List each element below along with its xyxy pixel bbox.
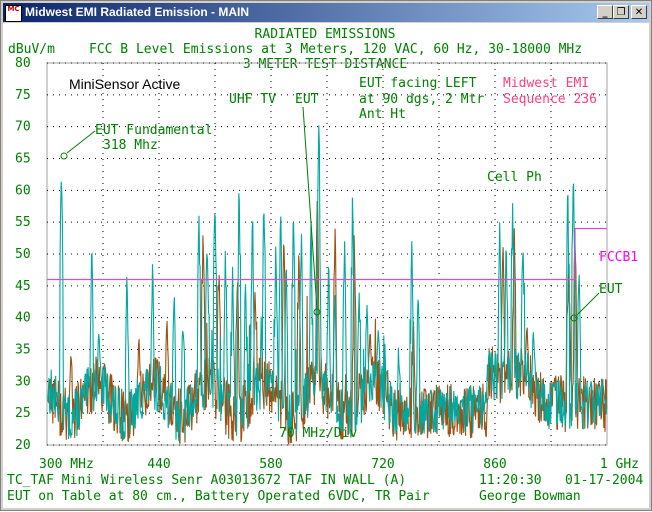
fundamental-pointer [66, 130, 96, 154]
window-title: Midwest EMI Radiated Emission - MAIN [25, 5, 250, 19]
chart-subtitle: FCC B Level Emissions at 3 Meters, 120 V… [89, 42, 582, 57]
y-tick-label: 45 [15, 279, 31, 294]
y-axis-units: dBuV/m [8, 42, 55, 57]
y-tick-label: 40 [15, 311, 31, 326]
y-tick-label: 25 [15, 406, 31, 421]
y-tick-label: 55 [15, 215, 31, 230]
x-tick-label: 580 [259, 457, 282, 472]
x-tick-label: 440 [147, 457, 170, 472]
fundamental-label-line1: EUT Fundamental [95, 123, 212, 138]
sequence-label: Sequence 236 [503, 92, 597, 107]
eut-right-marker [570, 314, 578, 322]
y-tick-label: 20 [15, 438, 31, 453]
y-tick-labels: 80 75 70 65 60 55 50 45 40 35 30 25 20 [15, 56, 31, 453]
uhf-tv-label: UHF TV [229, 92, 276, 107]
x-tick-label: 300 MHz [39, 457, 94, 472]
y-tick-label: 35 [15, 343, 31, 358]
company-label: Midwest EMI [503, 76, 589, 91]
eut-facing-line1: EUT facing LEFT [359, 76, 477, 91]
x-tick-label: 860 [483, 457, 506, 472]
fcc-limit-line [47, 227, 607, 281]
y-tick-label: 30 [15, 374, 31, 389]
eut-right-pointer [576, 292, 600, 316]
y-tick-label: 80 [15, 56, 31, 71]
maximize-button[interactable]: ❐ [613, 5, 629, 19]
close-button[interactable]: ✕ [631, 5, 647, 19]
fundamental-marker [60, 152, 68, 160]
test-distance: 3 METER TEST DISTANCE [243, 57, 407, 72]
minisensor-label: MiniSensor Active [69, 76, 180, 92]
eut-facing-line3: Ant Ht [359, 107, 406, 122]
x-tick-labels: 300 MHz 440 580 720 860 1 GHz [39, 457, 639, 472]
y-tick-label: 65 [15, 152, 31, 167]
plot-panel: RADIATED EMISSIONS dBuV/m FCC B Level Em… [3, 23, 649, 508]
cell-phone-label: Cell Ph [487, 170, 542, 185]
footer-line1: TC_TAF Mini Wireless Senr A03013672 TAF … [7, 473, 406, 488]
fundamental-label-line2: 318 Mhz [103, 138, 158, 153]
eut-facing-line2: at 90 dgs, 2 Mtr [359, 92, 484, 107]
y-tick-label: 70 [15, 120, 31, 135]
teal-trace [47, 125, 608, 441]
y-tick-label: 75 [15, 88, 31, 103]
minimize-button[interactable]: _ [597, 5, 613, 19]
div-label: 70 MHz/Div [279, 426, 357, 441]
fcc-limit-label: FCCB1 [599, 250, 638, 265]
eut-center-pointer [302, 106, 318, 310]
emission-chart: RADIATED EMISSIONS dBuV/m FCC B Level Em… [7, 27, 643, 504]
chart-title: RADIATED EMISSIONS [255, 27, 396, 42]
x-tick-label: 720 [371, 457, 394, 472]
eut-center-label: EUT [295, 92, 319, 107]
footer-time: 11:20:30 [479, 473, 542, 488]
y-tick-label: 60 [15, 183, 31, 198]
y-tick-label: 50 [15, 247, 31, 262]
x-tick-label: 1 GHz [600, 457, 639, 472]
footer-line2: EUT on Table at 80 cm., Battery Operated… [7, 489, 430, 504]
eut-right-label: EUT [599, 282, 623, 297]
trace-layer [47, 125, 608, 445]
eut-center-marker [313, 308, 321, 316]
title-bar[interactable]: MC Midwest EMI Radiated Emission - MAIN … [3, 3, 649, 22]
app-icon[interactable]: MC [5, 5, 22, 22]
footer-operator: George Bowman [479, 489, 581, 504]
footer-date: 01-17-2004 [565, 473, 643, 488]
